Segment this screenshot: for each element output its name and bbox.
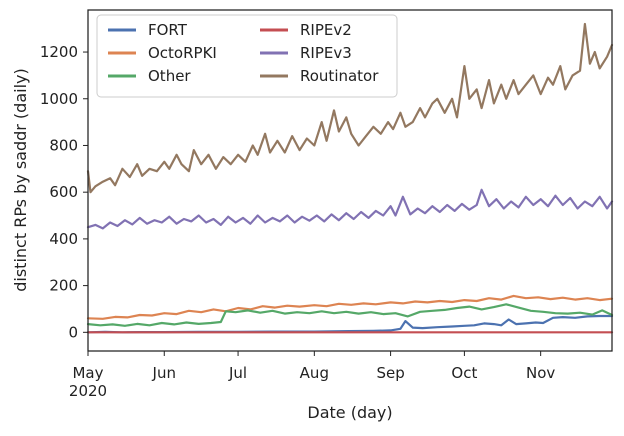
y-axis: 0 200 400 600 800 1000 1200 bbox=[40, 43, 88, 341]
legend-box bbox=[96, 14, 398, 98]
y-tick-label: 400 bbox=[49, 230, 78, 248]
legend-label: OctoRPKI bbox=[148, 44, 217, 62]
legend-label: RIPEv3 bbox=[300, 44, 352, 62]
x-tick-label: May bbox=[72, 364, 103, 382]
y-axis-label: distinct RPs by saddr (daily) bbox=[11, 68, 30, 292]
x-tick-label: Jun bbox=[152, 364, 176, 382]
x-tick-label: Nov bbox=[526, 364, 555, 382]
legend-label: FORT bbox=[148, 21, 188, 39]
series-line-other bbox=[86, 303, 614, 327]
x-tick-label: Oct bbox=[451, 364, 477, 382]
x-tick-label: Jul bbox=[228, 364, 247, 382]
y-tick-label: 800 bbox=[49, 136, 78, 154]
x-axis-label: Date (day) bbox=[307, 403, 392, 422]
plot-frame bbox=[87, 9, 613, 352]
series-line-routinator bbox=[86, 22, 614, 194]
x-tick-sublabel: 2020 bbox=[69, 382, 107, 400]
y-tick-label: 1200 bbox=[40, 43, 78, 61]
legend-label: Routinator bbox=[300, 67, 379, 85]
series-line-octorpki bbox=[86, 294, 614, 320]
y-tick-label: 0 bbox=[68, 323, 78, 341]
legend: FORT OctoRPKI Other RIPEv2 RIPEv3 Routinator bbox=[96, 14, 398, 98]
y-tick-label: 200 bbox=[49, 277, 78, 295]
x-tick-label: Sep bbox=[376, 364, 404, 382]
x-tick-label: Aug bbox=[300, 364, 329, 382]
legend-label: Other bbox=[148, 67, 191, 85]
series-layer bbox=[86, 22, 614, 334]
series-line-ripev3 bbox=[86, 188, 614, 230]
y-tick-label: 1000 bbox=[40, 90, 78, 108]
legend-label: RIPEv2 bbox=[300, 21, 352, 39]
y-tick-label: 600 bbox=[49, 183, 78, 201]
